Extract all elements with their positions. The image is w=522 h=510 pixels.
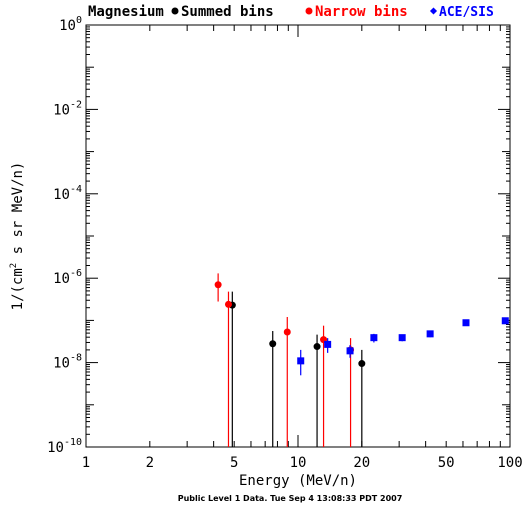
legend-species: Magnesium [88,4,164,20]
y-axis-label-sup: 2 [9,263,19,268]
x-axis-label: Energy (MeV/n) [239,473,357,489]
y-tick-label: 10-6 [53,268,82,287]
data-marks [214,273,509,447]
narrow-bins-point [214,281,222,289]
y-tick-base: 10 [53,187,70,203]
y-tick-base: 10 [53,356,70,372]
y-tick-label: 10-10 [47,437,82,456]
y-tick-exp: -4 [70,184,82,195]
y-tick-base: 10 [59,18,76,34]
y-axis-label: 1/(cm2 s sr MeV/n) [9,162,26,311]
legend-narrow-marker [305,7,313,15]
ace-sis-point [297,357,305,365]
axis-ticks [85,25,510,448]
x-tick-label: 10 [290,455,307,471]
x-tick-label: 20 [353,455,370,471]
ace-sis-point [462,319,470,327]
ace-sis-point [324,340,332,348]
legend-ace-label: ACE/SIS [439,5,494,20]
legend-summed-label: Summed bins [181,4,274,20]
y-tick-label: 100 [59,15,82,34]
y-tick-exp: -8 [70,353,82,364]
summed-bins-point [358,360,366,368]
y-tick-exp: -2 [70,99,82,110]
x-tick-label: 1 [82,455,90,471]
y-axis-label-main: 1/(cm [10,268,26,310]
x-tick-label: 100 [497,455,522,471]
summed-bins-point [269,340,277,348]
legend-ace-marker [429,7,438,15]
x-tick-label: 50 [438,455,455,471]
y-tick-label: 10-4 [53,184,82,203]
plot-frame [85,24,511,448]
x-tick-label: 5 [230,455,238,471]
y-tick-exp: 0 [76,15,82,26]
y-axis-label-rest: s sr MeV/n) [10,162,26,263]
ace-sis-point [370,334,378,342]
y-tick-exp: -10 [64,437,82,448]
ace-sis-point [346,347,354,355]
footer-text: Public Level 1 Data. Tue Sep 4 13:08:33 … [178,494,403,503]
y-tick-label: 10-2 [53,99,82,118]
y-tick-base: 10 [53,102,70,118]
x-tick-label: 2 [146,455,154,471]
ace-sis-point [426,330,434,338]
ace-sis-point [501,317,509,325]
narrow-bins-point [224,300,232,308]
y-tick-base: 10 [53,271,70,287]
legend: Magnesium Summed bins Narrow bins ACE/SI… [88,4,494,20]
narrow-bins-point [283,328,291,336]
legend-summed-marker [171,7,179,15]
ace-sis-point [398,334,406,342]
y-tick-label: 10-8 [53,353,82,372]
y-tick-base: 10 [47,440,64,456]
legend-narrow-label: Narrow bins [315,4,408,20]
x-tick-labels: 1 2 5 10 20 50 100 [82,455,522,471]
summed-bins-point [313,343,321,351]
y-tick-exp: -6 [70,268,82,279]
